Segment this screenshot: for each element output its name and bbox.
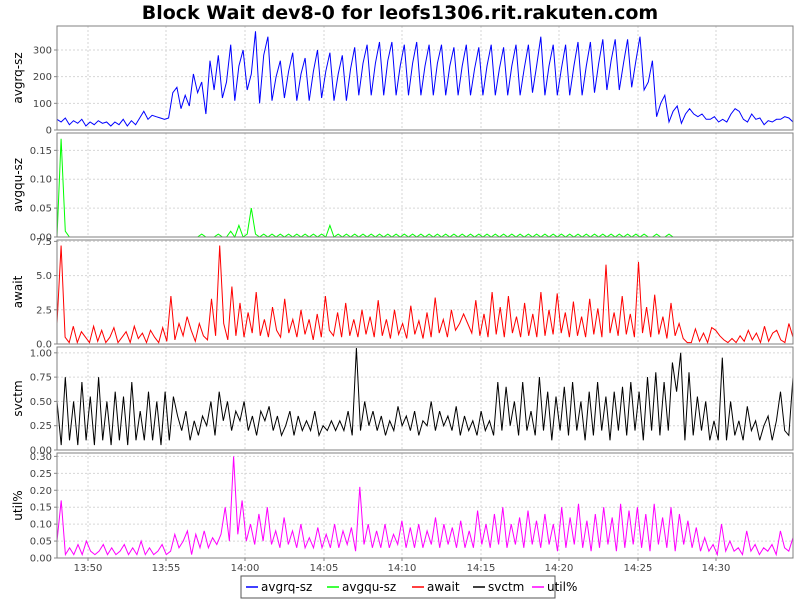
x-tick-label: 14:10 [388, 563, 417, 574]
series-line-svctm [56, 347, 794, 446]
plot-border [56, 25, 794, 131]
x-tick-label: 13:55 [152, 563, 181, 574]
y-tick-label: 0.10 [30, 175, 52, 186]
plot-border [56, 346, 794, 451]
plot-border [56, 132, 794, 238]
panel-avgrq-sz: 0 100 200 300 avgrq-sz [11, 25, 794, 137]
y-tick-label: 0.00 [30, 554, 52, 565]
y-axis-label: avgqu-sz [11, 158, 25, 212]
x-tick-label: 14:00 [231, 563, 260, 574]
y-tick-label: 0.20 [30, 486, 52, 497]
y-tick-label: 7.5 [36, 237, 52, 248]
y-tick-label: 0.25 [30, 469, 52, 480]
y-axis-label: util% [11, 490, 25, 520]
plot-border [56, 239, 794, 345]
x-tick-label: 14:20 [545, 563, 574, 574]
series-line-util% [56, 456, 794, 557]
plot-area [57, 26, 793, 130]
y-tick-label: 0.15 [30, 146, 52, 157]
series-line-avgrq-sz [56, 31, 794, 127]
y-tick-label: 0.25 [30, 421, 52, 432]
legend-label: svctm [488, 580, 524, 594]
chart-title: Block Wait dev8-0 for leofs1306.rit.raku… [142, 2, 658, 24]
legend-label: avgrq-sz [261, 580, 312, 594]
x-tick-label: 14:30 [702, 563, 731, 574]
y-tick-label: 0.50 [30, 397, 52, 408]
y-tick-label: 0.75 [30, 373, 52, 384]
y-tick-label: 0.10 [30, 520, 52, 531]
legend-label: await [427, 580, 460, 594]
legend-item-svctm: svctm [473, 580, 524, 594]
y-tick-label: 1.00 [30, 348, 52, 359]
plot-border [56, 452, 794, 559]
y-axis-label: avgrq-sz [11, 52, 25, 103]
plot-area [57, 453, 793, 558]
y-tick-label: 0.00 [30, 446, 52, 457]
panel-util%: 0.00 0.05 0.10 0.15 0.20 0.25 0.30 util% [11, 452, 794, 565]
y-tick-label: 2.5 [36, 305, 52, 316]
y-tick-label: 0.30 [30, 452, 52, 463]
x-tick-label: 14:15 [467, 563, 496, 574]
series-line-await [56, 245, 794, 345]
legend-item-util%: util% [532, 580, 577, 594]
panel-await: 0.0 2.5 5.0 7.5 await [11, 237, 794, 351]
x-tick-label: 14:25 [624, 563, 653, 574]
x-axis: 13:50 13:55 14:00 14:05 14:10 14:15 14:20 14:25… [74, 558, 731, 574]
y-tick-label: 0.0 [36, 340, 52, 351]
legend-label: util% [547, 580, 577, 594]
legend-label: avgqu-sz [342, 580, 396, 594]
y-tick-label: 100 [33, 99, 52, 110]
panel-avgqu-sz: 0.00 0.05 0.10 0.15 avgqu-sz [11, 132, 794, 244]
y-axis-label: await [11, 275, 25, 308]
y-tick-label: 0 [46, 126, 52, 137]
legend-item-await: await [412, 580, 460, 594]
y-tick-label: 0.05 [30, 537, 52, 548]
y-axis-label: svctm [11, 380, 25, 416]
y-tick-label: 0.05 [30, 204, 52, 215]
plot-area [57, 133, 793, 237]
y-tick-label: 200 [33, 72, 52, 83]
y-tick-label: 300 [33, 46, 52, 57]
y-tick-label: 0.15 [30, 503, 52, 514]
chart-panels: 0 100 200 300 avgrq-sz 0.00 0.05 0.10 0.15 avgqu-… [11, 25, 794, 565]
legend-item-avgrq-sz: avgrq-sz [246, 580, 312, 594]
x-tick-label: 14:05 [310, 563, 339, 574]
legend-item-avgqu-sz: avgqu-sz [327, 580, 396, 594]
x-tick-label: 13:50 [74, 563, 103, 574]
y-tick-label: 5.0 [36, 271, 52, 282]
chart-legend: avgrq-sz avgqu-sz await svctm util% [240, 575, 577, 599]
panel-svctm: 0.00 0.25 0.50 0.75 1.00 svctm [11, 346, 794, 457]
y-tick-label: 0.00 [30, 233, 52, 244]
legend-box [240, 575, 556, 599]
